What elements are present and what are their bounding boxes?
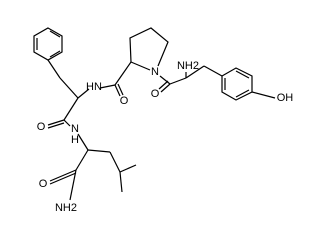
atom-label: HN xyxy=(86,81,102,93)
atom-label: O xyxy=(39,178,48,190)
proline-ring xyxy=(129,27,169,67)
atom-label: NH2 xyxy=(55,202,77,214)
bond xyxy=(47,122,65,129)
phenol-ring xyxy=(221,67,253,101)
bond xyxy=(235,70,250,79)
bond xyxy=(130,61,151,71)
bond xyxy=(109,151,121,173)
bond xyxy=(49,169,77,182)
bond xyxy=(87,149,111,153)
bond xyxy=(169,77,187,85)
bond xyxy=(63,119,71,127)
atom-labels: N O NH2 OH HN O O N H O NH2 xyxy=(37,60,294,214)
bond xyxy=(185,65,205,79)
atom-label: H xyxy=(71,134,79,146)
bond xyxy=(59,77,79,99)
bond xyxy=(49,50,61,58)
bond xyxy=(47,119,65,126)
bond xyxy=(159,75,171,85)
bond xyxy=(63,97,79,121)
atom-label: O xyxy=(120,95,129,107)
bonds xyxy=(33,27,276,201)
bond xyxy=(99,84,116,89)
bond xyxy=(119,171,123,193)
bond xyxy=(235,89,250,98)
bond xyxy=(160,83,171,93)
atom-label: O xyxy=(37,121,46,133)
bond xyxy=(158,80,169,90)
bond xyxy=(114,84,121,97)
bond xyxy=(49,30,61,38)
molecule-diagram: N O NH2 OH HN O O N H O NH2 xyxy=(33,27,294,214)
bond xyxy=(77,133,89,151)
bond xyxy=(69,169,77,201)
bond xyxy=(119,164,137,173)
atom-label: NH2 xyxy=(177,60,199,72)
atom-label: N xyxy=(151,66,159,78)
bond xyxy=(203,65,223,77)
phenyl-ring xyxy=(33,27,63,61)
bond xyxy=(114,61,132,86)
atom-label: OH xyxy=(277,92,294,104)
bond xyxy=(75,149,89,171)
bond xyxy=(117,83,124,96)
bond xyxy=(251,91,276,99)
atom-label: O xyxy=(151,88,160,100)
bond xyxy=(49,172,77,185)
bond xyxy=(77,88,90,99)
bond xyxy=(47,59,61,79)
atom-label: N xyxy=(71,123,79,135)
